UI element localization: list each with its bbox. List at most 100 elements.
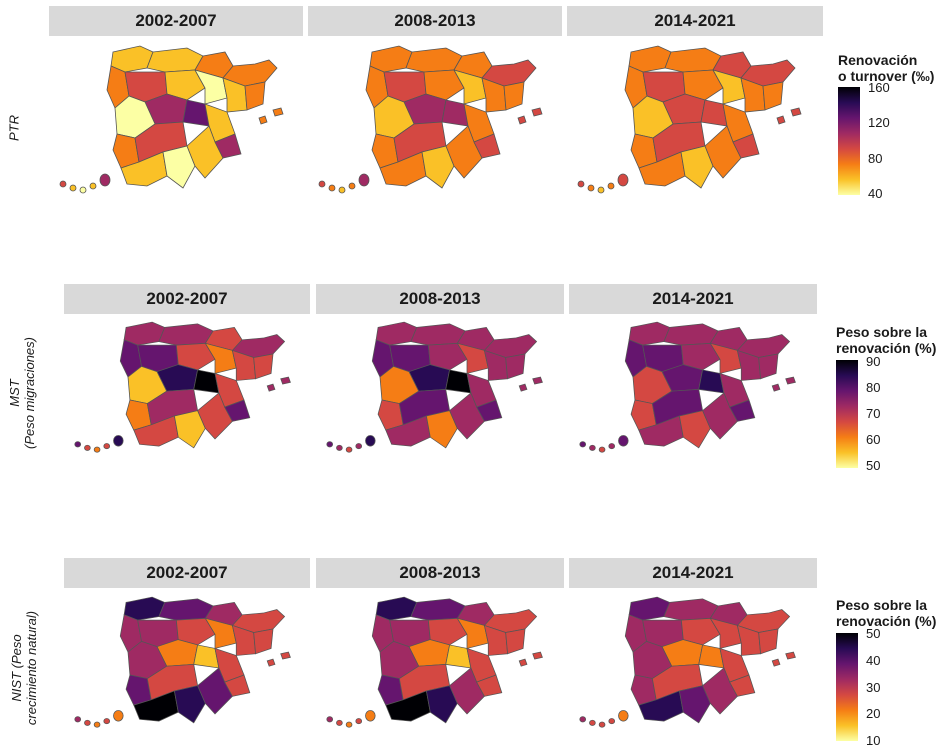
balearic-island [785, 651, 796, 660]
legend-title: Peso sobre la renovación (%) [836, 324, 937, 356]
canary-island [617, 173, 629, 187]
legend-tick: 50 [866, 626, 881, 641]
legend-tick: 60 [866, 432, 881, 447]
canary-island [358, 173, 370, 187]
balearic-island [258, 115, 268, 125]
province [682, 69, 724, 101]
legend-title: Peso sobre la renovación (%) [836, 597, 937, 629]
canary-island [326, 716, 334, 723]
map-nist-2002-2007 [74, 596, 291, 728]
legend-colorbar-nist [836, 633, 858, 741]
legend-tick: 90 [866, 354, 881, 369]
balearic-island [266, 658, 276, 667]
province [709, 617, 742, 649]
legend-tick: 160 [868, 80, 890, 95]
province [680, 145, 714, 189]
legend-nist: Peso sobre la renovación (%) [836, 597, 936, 629]
legend-tick: 80 [868, 151, 883, 166]
canary-island [326, 441, 334, 448]
canary-island [598, 446, 606, 453]
province [712, 69, 746, 105]
province [476, 674, 503, 697]
canary-island [113, 435, 124, 447]
panel-strip-r3-p2: 2008-2013 [316, 558, 564, 588]
canary-island [608, 443, 616, 450]
province [709, 342, 742, 374]
canary-island [318, 180, 326, 188]
province [729, 399, 756, 422]
map-nist-2008-2013 [326, 596, 543, 728]
province [678, 410, 711, 449]
canary-island [587, 184, 595, 192]
map-nist-2014-2021 [579, 596, 796, 728]
canary-island [608, 718, 616, 725]
legend-tick: 40 [868, 186, 883, 201]
province [680, 617, 721, 646]
province [164, 69, 206, 101]
canary-island [579, 716, 587, 723]
legend-tick: 80 [866, 380, 881, 395]
balearic-island [776, 115, 786, 125]
province [680, 342, 721, 371]
legend-tick: 10 [866, 733, 881, 748]
canary-island [113, 710, 124, 722]
row-label-mst: MST (Peso migraciones) [7, 337, 37, 449]
canary-island [618, 435, 629, 447]
panel-strip-r1-p2: 2008-2013 [308, 6, 562, 36]
province [483, 349, 509, 381]
canary-island [93, 721, 101, 728]
province [456, 617, 489, 649]
balearic-island [771, 383, 781, 392]
province [244, 81, 266, 111]
legend-tick: 50 [866, 458, 881, 473]
balearic-island [531, 107, 543, 117]
province [224, 399, 251, 422]
canary-island [355, 718, 363, 725]
province [222, 77, 248, 113]
canary-island [84, 719, 91, 726]
balearic-island [272, 107, 284, 117]
province [423, 69, 465, 101]
province [758, 353, 779, 380]
province [732, 133, 760, 159]
province [758, 628, 779, 655]
province [194, 69, 228, 105]
balearic-island [790, 107, 802, 117]
balearic-island [785, 376, 796, 385]
map-mst-2014-2021 [579, 321, 796, 453]
canary-island [69, 184, 77, 192]
row-label-ptr: PTR [6, 115, 22, 141]
canary-island [338, 186, 346, 194]
province [204, 342, 237, 374]
balearic-island [532, 651, 543, 660]
province [483, 624, 509, 656]
canary-island [74, 441, 82, 448]
province [456, 342, 489, 374]
canary-island [99, 173, 111, 187]
canary-island [348, 182, 356, 190]
panel-strip-r2-p2: 2008-2013 [316, 284, 564, 314]
province [427, 342, 468, 371]
balearic-island [532, 376, 543, 385]
province [425, 410, 458, 449]
province [146, 47, 204, 73]
province [231, 349, 257, 381]
canary-island [589, 719, 596, 726]
province [664, 47, 722, 73]
province [663, 323, 719, 346]
legend-tick: 30 [866, 680, 881, 695]
balearic-island [517, 115, 527, 125]
canary-island [365, 435, 376, 447]
legend-ptr: Renovación o turnover (‰) [838, 52, 934, 84]
canary-island [607, 182, 615, 190]
map-ptr-2014-2021 [577, 45, 802, 194]
province [214, 133, 242, 159]
province [503, 81, 525, 111]
province [481, 77, 507, 113]
province [410, 598, 466, 621]
map-ptr-2002-2007 [59, 45, 284, 194]
balearic-island [266, 383, 276, 392]
legend-tick: 20 [866, 706, 881, 721]
canary-island [336, 719, 343, 726]
balearic-island [280, 376, 291, 385]
